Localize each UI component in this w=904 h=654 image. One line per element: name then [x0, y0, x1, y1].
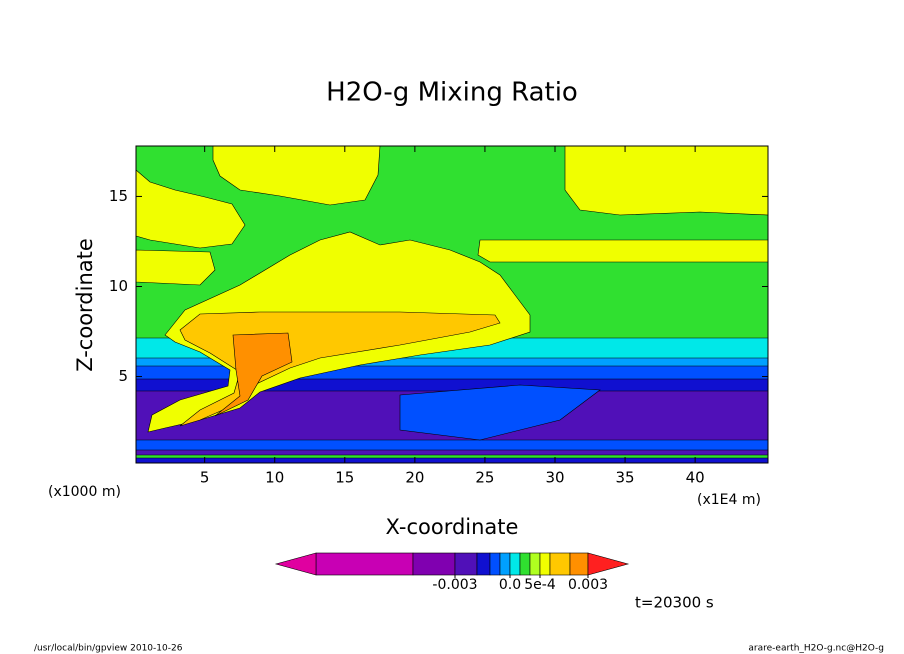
colorbar-segment — [529, 552, 541, 576]
time-label: t=20300 s — [635, 594, 714, 612]
x-tick-label: 20 — [405, 469, 424, 487]
colorbar-over — [587, 552, 630, 576]
colorbar-segment — [499, 552, 511, 576]
colorbar-segment — [519, 552, 531, 576]
contour-region — [135, 249, 216, 286]
colorbar-tick-label: 0.0 — [499, 577, 521, 593]
footer-right: arare-earth_H2O-g.nc@H2O-g — [748, 644, 884, 654]
contour-region — [564, 145, 769, 216]
colorbar-segment — [569, 552, 589, 576]
y-tick-label: 10 — [109, 277, 128, 295]
contour-region — [214, 332, 293, 417]
colorbar-segment — [315, 552, 414, 576]
x-tick-label: 30 — [545, 469, 564, 487]
plot-area — [135, 145, 769, 464]
colorbar-segment — [549, 552, 571, 576]
y-tick-label: 15 — [109, 187, 128, 205]
colorbar-segment — [509, 552, 521, 576]
axes: 5 10 15 20 25 30 35 40 5 10 15 — [109, 145, 769, 487]
x-tick-label: 40 — [686, 469, 705, 487]
colorbar-under — [274, 552, 317, 576]
x-axis-label: X-coordinate — [386, 515, 519, 539]
colorbar-segment — [454, 552, 478, 576]
chart-title: H2O-g Mixing Ratio — [326, 78, 578, 108]
colorbar-segment — [489, 552, 501, 576]
contour-region — [399, 384, 601, 441]
x-unit-label: (x1E4 m) — [697, 492, 761, 508]
y-tick-label: 5 — [118, 367, 128, 385]
contour-region — [212, 145, 381, 206]
colorbar-tick-label: -0.003 — [432, 577, 477, 593]
plot-frame — [135, 145, 769, 464]
x-tick-label: 25 — [475, 469, 494, 487]
colorbar-segment — [539, 552, 551, 576]
footer-left: /usr/local/bin/gpview 2010-10-26 — [34, 644, 183, 654]
x-tick-label: 10 — [265, 469, 284, 487]
y-axis-label: Z-coordinate — [73, 238, 97, 372]
x-tick-label: 35 — [616, 469, 635, 487]
colorbar-segment — [476, 552, 491, 576]
contour-region — [135, 169, 246, 249]
y-unit-label: (x1000 m) — [48, 484, 121, 500]
contour-region — [477, 239, 769, 263]
x-tick-label: 5 — [200, 469, 210, 487]
x-tick-label: 15 — [335, 469, 354, 487]
contour-region — [135, 457, 769, 464]
colorbar: -0.003 0.0 5e-4 0.003 — [274, 552, 630, 593]
colorbar-tick-label: 5e-4 — [524, 577, 556, 593]
colorbar-segment — [412, 552, 456, 576]
colorbar-tick-label: 0.003 — [568, 577, 608, 593]
